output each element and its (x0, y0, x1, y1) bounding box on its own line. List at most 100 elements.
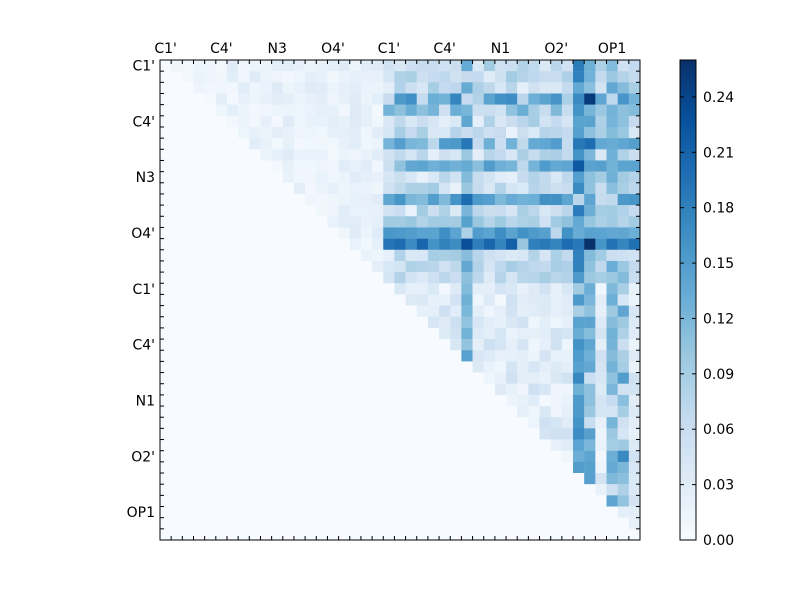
heatmap-cell (606, 506, 618, 518)
heatmap-cell (160, 406, 172, 418)
heatmap-cell (383, 272, 395, 284)
heatmap-cell (293, 294, 306, 306)
heatmap-cell (215, 115, 228, 128)
colorbar-ticks: 0.000.030.060.090.120.150.180.210.24 (680, 90, 734, 549)
heatmap-cell (171, 71, 183, 83)
heatmap-cell (427, 71, 440, 83)
heatmap-cell (483, 450, 496, 463)
heatmap-cell (226, 406, 239, 418)
heatmap-cell (204, 93, 217, 105)
heatmap-cell (450, 439, 462, 451)
heatmap-cell (584, 238, 596, 250)
heatmap-cell (494, 126, 507, 139)
heatmap-cell (215, 93, 228, 105)
heatmap-cell (349, 528, 362, 541)
colorbar-tick-label: 0.21 (703, 145, 734, 161)
heatmap-cell (338, 528, 350, 541)
heatmap-cell (260, 372, 272, 384)
heatmap-cell (584, 394, 596, 407)
heatmap-cell (450, 517, 462, 530)
heatmap-cell (628, 305, 641, 317)
heatmap-cell (427, 372, 440, 384)
heatmap-cell (271, 517, 283, 530)
heatmap-cell (372, 82, 384, 94)
heatmap-cell (193, 138, 205, 150)
heatmap-cell (171, 528, 183, 541)
heatmap-cell (226, 283, 239, 295)
heatmap-cell (539, 517, 551, 530)
minor-ticks (160, 60, 640, 540)
heatmap-cell (226, 528, 239, 541)
heatmap-cell (249, 227, 261, 239)
heatmap-cell (338, 439, 350, 451)
heatmap-cell (450, 394, 462, 407)
heatmap-cell (472, 104, 484, 117)
heatmap-cell (461, 350, 473, 362)
heatmap-cell (238, 294, 250, 306)
heatmap-cell (305, 260, 317, 273)
heatmap-cell (617, 93, 630, 105)
heatmap-cell (171, 417, 183, 429)
heatmap-cell (305, 506, 317, 518)
heatmap-cell (561, 417, 574, 429)
heatmap-cell (506, 283, 518, 295)
heatmap-cell (338, 171, 350, 183)
heatmap-cell (439, 160, 451, 172)
heatmap-cell (628, 182, 641, 195)
heatmap-cell (182, 316, 194, 329)
heatmap-cell (472, 316, 484, 329)
heatmap-cell (193, 260, 205, 273)
heatmap-cell (528, 495, 540, 507)
heatmap-cell (539, 82, 551, 94)
heatmap-cell (461, 171, 473, 183)
heatmap-cell (561, 394, 574, 407)
heatmap-cell (226, 182, 239, 195)
heatmap-cell (249, 249, 261, 262)
heatmap-cell (360, 361, 373, 373)
heatmap-cell (182, 238, 194, 250)
heatmap-cell (282, 60, 295, 72)
heatmap-cell (517, 316, 529, 329)
heatmap-cell (550, 272, 563, 284)
heatmap-cell (573, 160, 585, 172)
heatmap-cell (238, 182, 250, 195)
heatmap-cell (238, 149, 250, 161)
heatmap-cell (316, 272, 328, 284)
heatmap-cell (249, 283, 261, 295)
heatmap-cell (405, 160, 417, 172)
heatmap-cell (461, 339, 473, 351)
heatmap-cell (282, 93, 295, 105)
heatmap-cell (282, 216, 295, 228)
heatmap-cell (249, 294, 261, 306)
heatmap-cell (461, 528, 473, 541)
heatmap-cell (349, 517, 362, 530)
heatmap-cell (416, 517, 429, 530)
heatmap-cell (349, 182, 362, 195)
heatmap-cell (539, 528, 551, 541)
heatmap-cell (360, 461, 373, 474)
heatmap-cell (226, 417, 239, 429)
heatmap-cell (383, 149, 395, 161)
heatmap-cell (372, 126, 384, 139)
heatmap-cell (483, 327, 496, 340)
heatmap-cell (528, 506, 540, 518)
heatmap-cell (204, 272, 217, 284)
heatmap-cell (550, 506, 563, 518)
heatmap-cell (494, 227, 507, 239)
heatmap-cell (550, 171, 563, 183)
heatmap-cell (282, 461, 295, 474)
heatmap-cell (349, 227, 362, 239)
heatmap-cell (215, 417, 228, 429)
heatmap-cell (327, 60, 339, 72)
heatmap-cell (416, 227, 429, 239)
heatmap-cell (450, 138, 462, 150)
heatmap-cell (405, 93, 417, 105)
heatmap-cell (561, 339, 574, 351)
heatmap-cell (584, 383, 596, 396)
heatmap-cell (215, 60, 228, 72)
heatmap-cell (461, 249, 473, 262)
heatmap-cell (260, 350, 272, 362)
heatmap-cell (271, 272, 283, 284)
heatmap-cell (472, 205, 484, 217)
heatmap-cell (316, 394, 328, 407)
